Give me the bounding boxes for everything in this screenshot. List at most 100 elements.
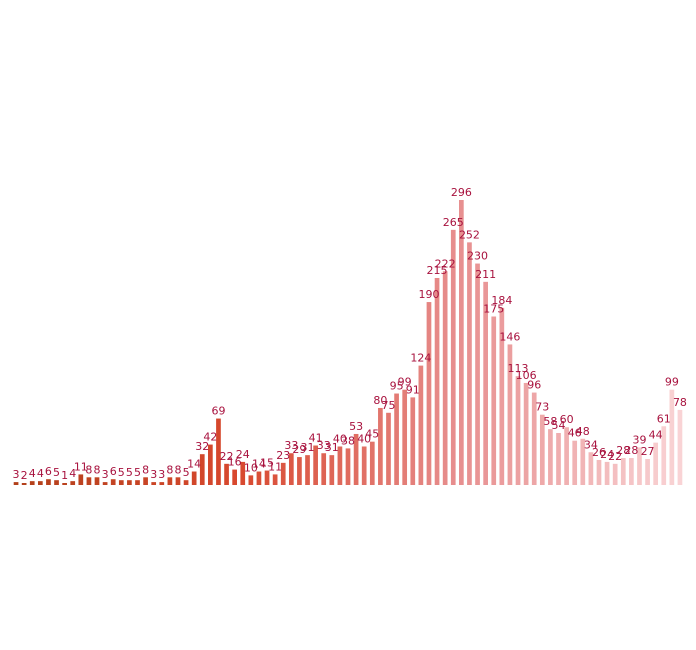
bar [118,480,124,485]
bar [199,454,205,485]
data-label: 296 [451,186,472,199]
bar [491,316,497,485]
data-label: 252 [459,228,480,241]
bar [240,461,246,485]
data-label: 184 [491,294,512,307]
data-label: 3 [150,468,157,481]
data-label: 3 [102,468,109,481]
data-label: 5 [126,466,133,479]
data-label: 78 [673,396,687,409]
data-label: 33 [317,439,331,452]
bar [507,344,513,485]
data-label: 34 [584,438,598,451]
bar [418,365,424,485]
data-label: 222 [435,257,456,270]
data-label: 22 [608,450,622,463]
bar [208,444,213,485]
data-label: 8 [85,463,92,476]
bar [402,389,408,485]
bar [612,463,618,485]
data-label: 8 [174,463,181,476]
data-label: 124 [410,352,431,365]
bar [264,470,270,485]
bar [297,457,302,485]
bar [459,200,464,485]
data-label: 8 [166,463,173,476]
data-label: 8 [142,463,149,476]
bar [248,475,254,485]
bar [410,397,416,485]
bar [523,382,529,485]
data-label: 24 [600,448,614,461]
bar [175,477,181,485]
data-label: 113 [508,362,529,375]
data-label: 53 [349,420,363,433]
data-label: 11 [74,460,88,473]
bar [434,277,440,485]
data-label: 24 [236,448,250,461]
data-label: 33 [284,439,298,452]
data-label: 44 [649,429,663,442]
bar [256,471,262,485]
bar [216,418,221,485]
data-label: 106 [516,369,537,382]
bar [661,426,667,485]
data-label: 3 [158,468,165,481]
data-label: 60 [560,413,574,426]
data-label: 38 [341,434,355,447]
data-label: 6 [45,465,52,478]
data-label: 5 [53,466,60,479]
data-label: 41 [309,432,323,445]
data-label: 40 [333,432,347,445]
data-label: 29 [292,443,306,456]
bar [272,474,278,485]
bar [280,462,286,485]
data-label: 46 [568,427,582,440]
bar [386,412,391,485]
bar [329,455,335,485]
data-label: 146 [499,330,520,343]
data-label: 80 [373,394,387,407]
bar [102,482,108,485]
data-label: 40 [357,432,371,445]
bar [21,483,27,485]
bar [394,393,399,485]
data-label: 265 [443,216,464,229]
data-label: 5 [118,466,125,479]
data-label: 5 [134,466,141,479]
data-label: 4 [37,467,44,480]
data-label: 5 [183,466,190,479]
bar [191,471,197,485]
data-label: 4 [69,467,76,480]
bar [70,481,76,485]
data-label: 61 [657,412,671,425]
bar [224,463,229,485]
data-label: 23 [276,449,290,462]
bar [232,469,237,485]
bar [62,483,67,485]
bar [54,480,59,485]
data-label: 58 [543,415,557,428]
data-label: 48 [576,425,590,438]
bar [450,229,456,485]
data-label: 230 [467,250,488,263]
data-label: 3 [13,468,20,481]
bar [321,453,327,485]
data-label: 91 [406,383,420,396]
bar [515,376,521,485]
bar [426,302,432,485]
bar [288,453,294,485]
data-label: 39 [632,433,646,446]
data-label: 75 [381,399,395,412]
data-label: 42 [203,431,217,444]
bar [596,459,602,485]
bar [37,481,43,485]
bar [143,477,148,485]
data-label: 28 [624,444,638,457]
bar [135,480,140,485]
bar [580,438,586,485]
bar [645,459,650,485]
bar [86,477,92,485]
